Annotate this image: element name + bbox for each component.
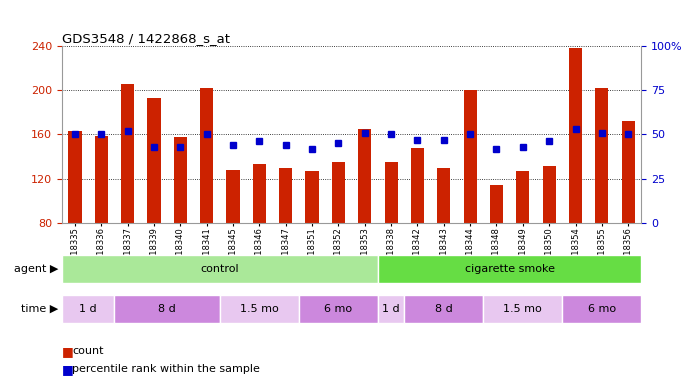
Text: percentile rank within the sample: percentile rank within the sample xyxy=(72,364,260,374)
Bar xyxy=(200,88,213,223)
Text: 8 d: 8 d xyxy=(435,304,453,314)
Bar xyxy=(279,167,292,223)
Bar xyxy=(517,171,530,223)
FancyBboxPatch shape xyxy=(115,295,220,323)
FancyBboxPatch shape xyxy=(220,295,299,323)
FancyBboxPatch shape xyxy=(62,295,115,323)
Bar xyxy=(490,185,503,223)
Bar xyxy=(358,129,371,223)
FancyBboxPatch shape xyxy=(378,255,641,283)
Text: agent ▶: agent ▶ xyxy=(14,264,58,274)
Bar xyxy=(411,148,424,223)
Text: 8 d: 8 d xyxy=(158,304,176,314)
Bar xyxy=(252,164,266,223)
Bar xyxy=(305,171,318,223)
Text: time ▶: time ▶ xyxy=(21,304,58,314)
Text: 1.5 mo: 1.5 mo xyxy=(504,304,542,314)
Text: ■: ■ xyxy=(62,363,73,376)
Text: ■: ■ xyxy=(62,345,73,358)
Bar xyxy=(543,166,556,223)
Text: 6 mo: 6 mo xyxy=(588,304,616,314)
Text: 1 d: 1 d xyxy=(80,304,97,314)
Bar xyxy=(595,88,608,223)
Bar xyxy=(174,137,187,223)
FancyBboxPatch shape xyxy=(563,295,641,323)
FancyBboxPatch shape xyxy=(378,295,404,323)
Bar xyxy=(437,167,451,223)
Bar xyxy=(69,131,82,223)
Bar xyxy=(147,98,161,223)
Text: 6 mo: 6 mo xyxy=(324,304,353,314)
Bar xyxy=(226,170,239,223)
Text: 1.5 mo: 1.5 mo xyxy=(240,304,279,314)
FancyBboxPatch shape xyxy=(62,255,378,283)
Bar xyxy=(385,162,398,223)
Bar xyxy=(464,90,477,223)
Text: count: count xyxy=(72,346,104,356)
Bar xyxy=(569,48,582,223)
Text: control: control xyxy=(200,264,239,274)
Bar xyxy=(95,136,108,223)
Bar xyxy=(332,162,345,223)
FancyBboxPatch shape xyxy=(299,295,378,323)
Text: cigarette smoke: cigarette smoke xyxy=(464,264,555,274)
Text: GDS3548 / 1422868_s_at: GDS3548 / 1422868_s_at xyxy=(62,32,230,45)
Bar xyxy=(622,121,635,223)
Text: 1 d: 1 d xyxy=(382,304,400,314)
FancyBboxPatch shape xyxy=(404,295,484,323)
FancyBboxPatch shape xyxy=(484,295,563,323)
Bar xyxy=(121,84,134,223)
